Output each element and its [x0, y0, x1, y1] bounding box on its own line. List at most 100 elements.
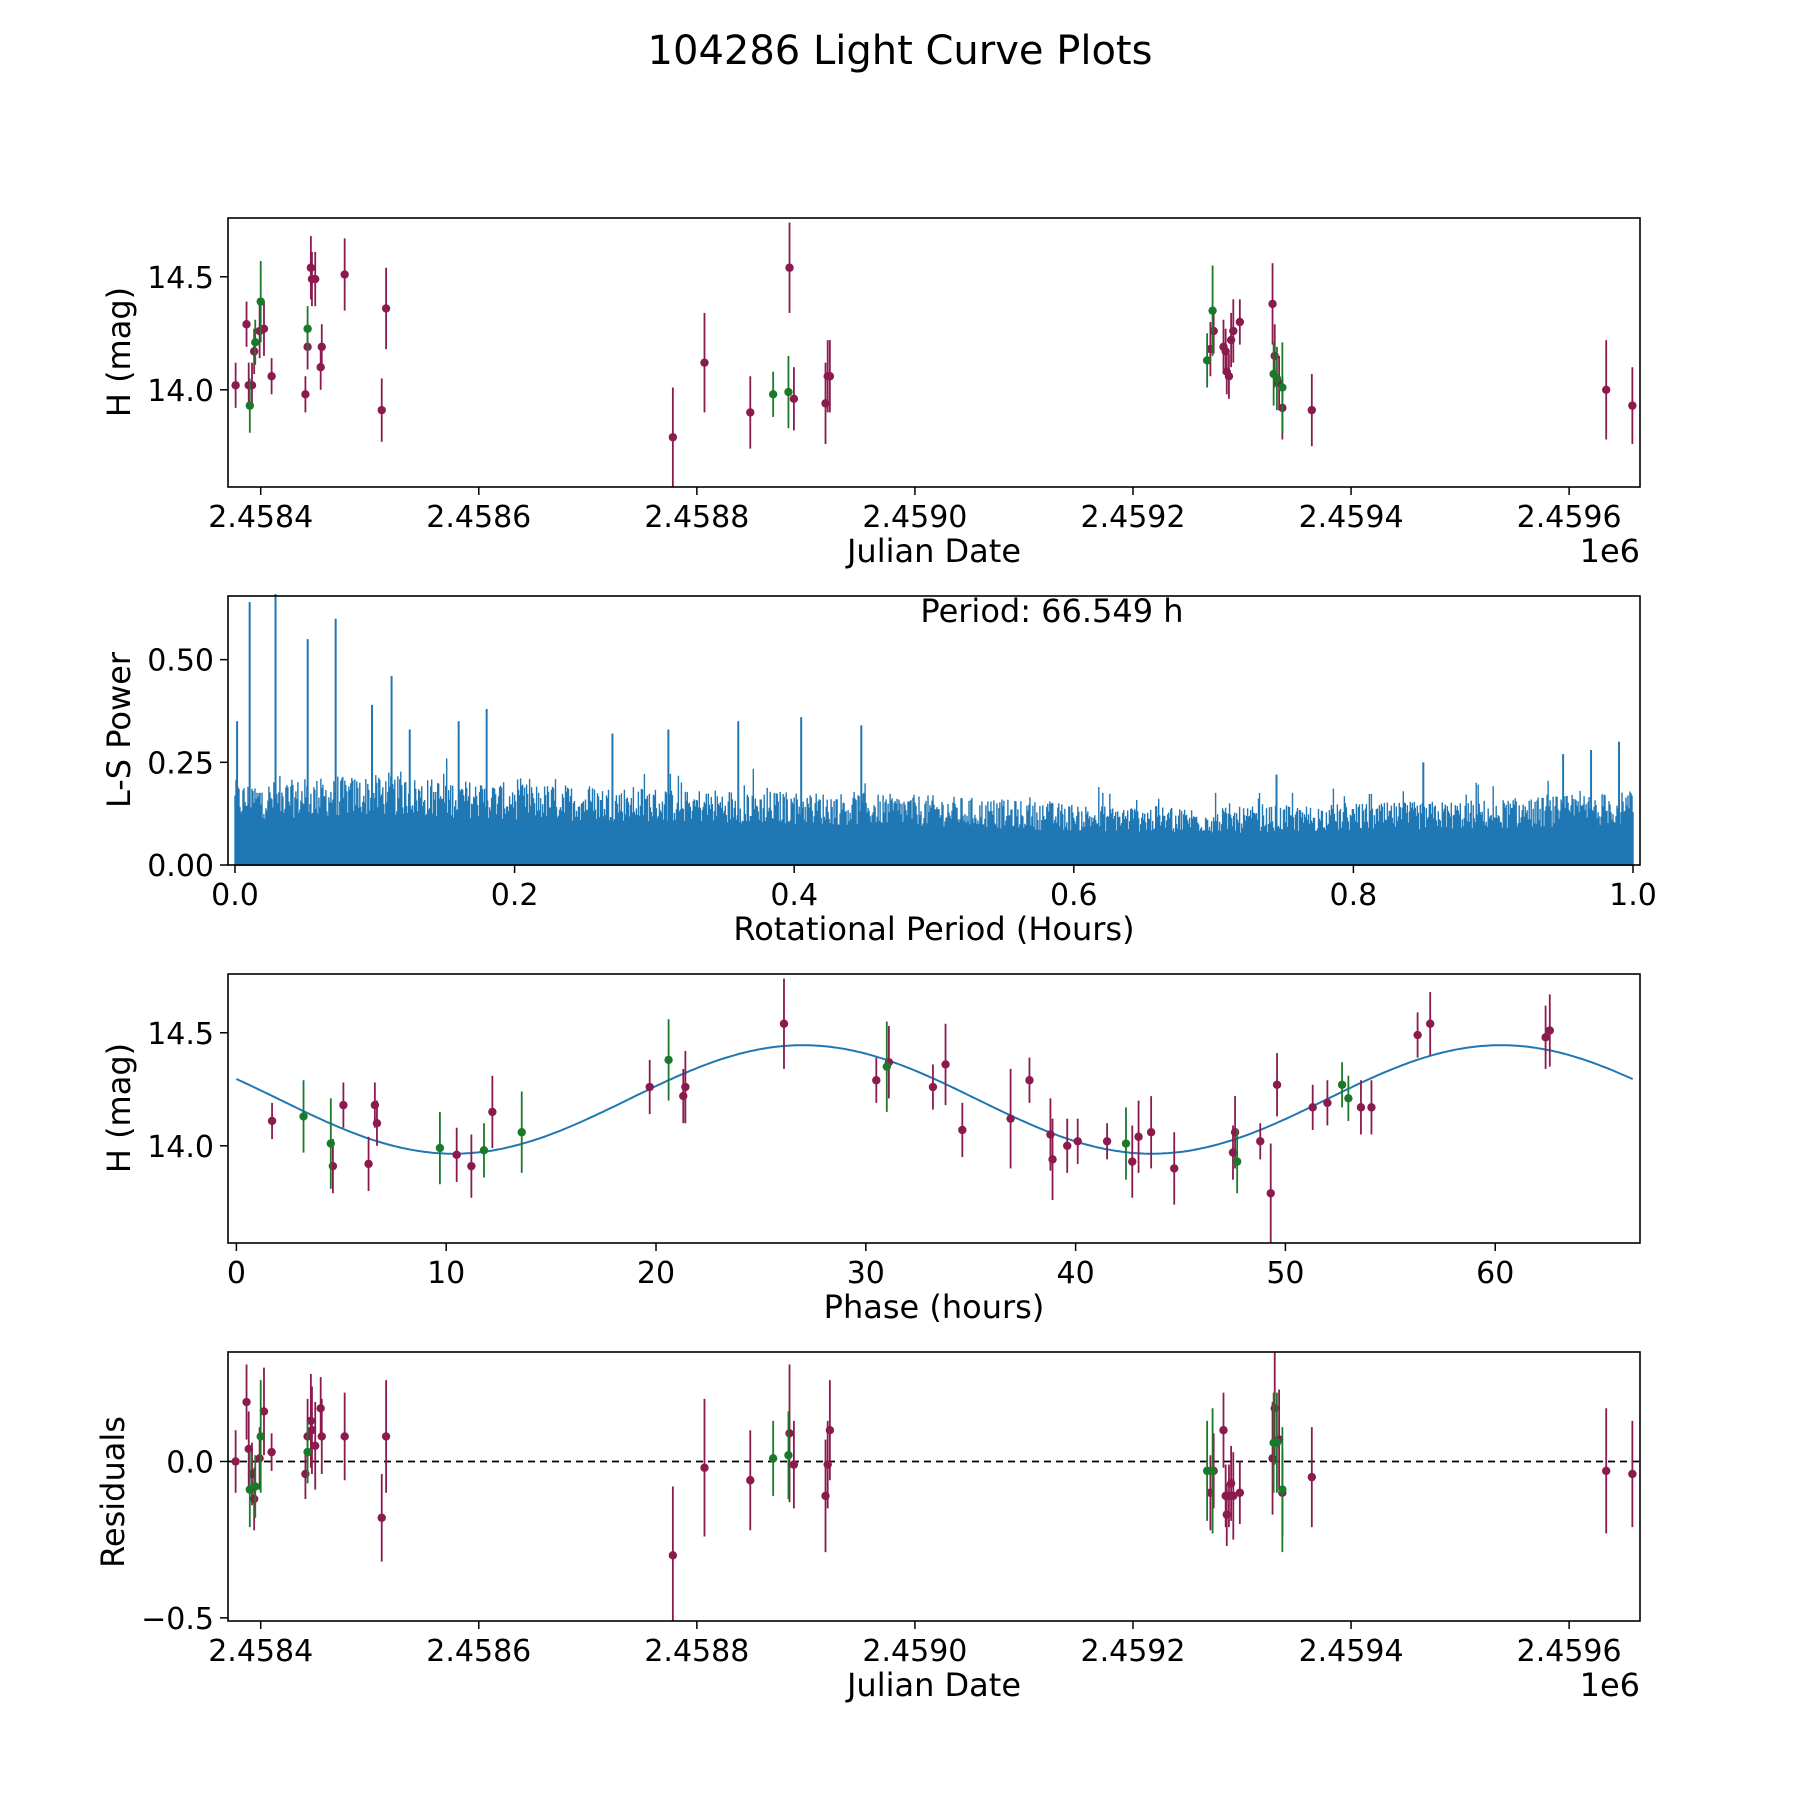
phased-points: [267, 978, 1554, 1243]
data-point: [872, 1076, 881, 1085]
data-point: [1541, 1033, 1550, 1042]
xtick-label: 0: [227, 1256, 246, 1291]
data-point: [768, 1454, 778, 1463]
data-point: [452, 1150, 461, 1160]
xtick-label: 0.6: [1050, 878, 1098, 913]
data-point: [1356, 1103, 1366, 1112]
data-point: [381, 1432, 391, 1441]
xtick-label: 2.4588: [644, 500, 749, 535]
data-point: [467, 1161, 476, 1171]
data-point: [784, 1451, 793, 1460]
phased-ylabel: H (mag): [100, 1043, 138, 1173]
data-point: [958, 1125, 967, 1135]
xtick-label: 40: [1057, 1256, 1095, 1291]
residuals-points: [231, 1352, 1637, 1621]
data-point: [1208, 306, 1217, 315]
data-point: [1413, 1030, 1422, 1040]
xtick-label: 10: [427, 1256, 465, 1291]
data-point: [267, 1447, 276, 1457]
data-point: [1121, 1139, 1131, 1148]
data-point: [1146, 1128, 1156, 1137]
data-point: [1128, 1157, 1137, 1166]
ytick-label: 0.00: [147, 849, 214, 884]
data-point: [255, 1454, 264, 1463]
data-point: [1628, 401, 1637, 410]
data-point: [1006, 1114, 1015, 1123]
data-point: [340, 270, 349, 279]
data-point: [306, 1416, 316, 1426]
data-point: [259, 324, 269, 333]
lightcurve-ticks: 2.4584 2.4586 2.4588 2.4590 2.4592 2.4594 2.45…: [147, 261, 1621, 535]
ytick-label: 14.5: [147, 261, 214, 296]
data-point: [311, 274, 320, 284]
ytick-label: 14.5: [147, 1017, 214, 1052]
data-point: [311, 1441, 320, 1451]
lightcurve-axes-frame: [227, 217, 1641, 488]
data-point: [1102, 1137, 1112, 1146]
data-point: [267, 1116, 277, 1126]
data-point: [1025, 1076, 1034, 1085]
residuals-axes-frame: [227, 1351, 1641, 1622]
xtick-label: 2.4590: [862, 1634, 967, 1669]
panel-lightcurve: 2.4584 2.4586 2.4588 2.4590 2.4592 2.4594 2.45…: [100, 217, 1641, 570]
data-point: [340, 1432, 349, 1441]
periodogram-xlabel: Rotational Period (Hours): [733, 910, 1134, 948]
panel-phased: 0 10 20 30 40 50 60 14.0 14.5 Phase (hours) H (m…: [100, 973, 1641, 1326]
xtick-label: 1.0: [1609, 878, 1657, 913]
data-point: [1272, 1080, 1282, 1089]
data-point: [245, 401, 255, 410]
data-point: [339, 1100, 348, 1110]
data-point: [1367, 1103, 1376, 1112]
data-point: [1323, 1098, 1332, 1108]
data-point: [1232, 1157, 1242, 1166]
lightcurve-xlabel: Julian Date: [845, 532, 1021, 570]
data-point: [785, 1429, 794, 1438]
data-point: [1221, 347, 1230, 356]
data-point: [1235, 317, 1245, 327]
data-point: [1344, 1094, 1353, 1103]
data-point: [317, 342, 326, 352]
data-point: [479, 1146, 489, 1155]
ytick-label: −0.5: [141, 1602, 214, 1637]
xtick-label: 2.4586: [426, 500, 531, 535]
data-point: [1134, 1132, 1143, 1141]
data-point: [249, 347, 259, 356]
data-point: [785, 263, 794, 272]
xtick-label: 60: [1476, 1256, 1514, 1291]
xtick-label: 30: [847, 1256, 885, 1291]
data-point: [1337, 1080, 1347, 1089]
data-point: [789, 1460, 799, 1469]
ytick-label: 0.50: [147, 644, 214, 679]
xtick-label: 0.2: [491, 878, 539, 913]
data-point: [251, 1482, 260, 1491]
data-point: [301, 390, 310, 399]
figure-title: 104286 Light Curve Plots: [648, 28, 1153, 74]
data-point: [1073, 1137, 1082, 1146]
data-point: [645, 1082, 654, 1092]
data-point: [1219, 1425, 1228, 1435]
xtick-label: 2.4588: [644, 1634, 749, 1669]
data-point: [700, 358, 709, 367]
data-point: [1601, 385, 1611, 394]
data-point: [242, 1397, 251, 1407]
data-point: [303, 1447, 312, 1457]
data-point: [1229, 1491, 1238, 1501]
data-point: [768, 390, 778, 399]
data-point: [668, 433, 678, 442]
phased-ticks: 0 10 20 30 40 50 60 14.0 14.5: [147, 1017, 1514, 1291]
data-point: [825, 1425, 835, 1435]
data-point: [372, 1118, 382, 1128]
panel-residuals: 2.4584 2.4586 2.4588 2.4590 2.4592 2.4594 2.45…: [94, 1351, 1641, 1704]
data-point: [249, 1494, 259, 1504]
data-point: [251, 338, 260, 347]
lightcurve-offset-label: 1e6: [1580, 532, 1640, 570]
panel-periodogram: 0.0 0.2 0.4 0.6 0.8 1.0 0.00 0.25 0.50 Period: 6…: [100, 592, 1657, 948]
ytick-label: 14.0: [147, 374, 214, 409]
data-point: [377, 1513, 386, 1522]
data-point: [1272, 374, 1282, 383]
xtick-label: 20: [637, 1256, 675, 1291]
periodogram-ticks: 0.0 0.2 0.4 0.6 0.8 1.0 0.00 0.25 0.50: [147, 644, 1657, 913]
residuals-ylabel: Residuals: [94, 1416, 132, 1568]
data-point: [1229, 326, 1238, 336]
